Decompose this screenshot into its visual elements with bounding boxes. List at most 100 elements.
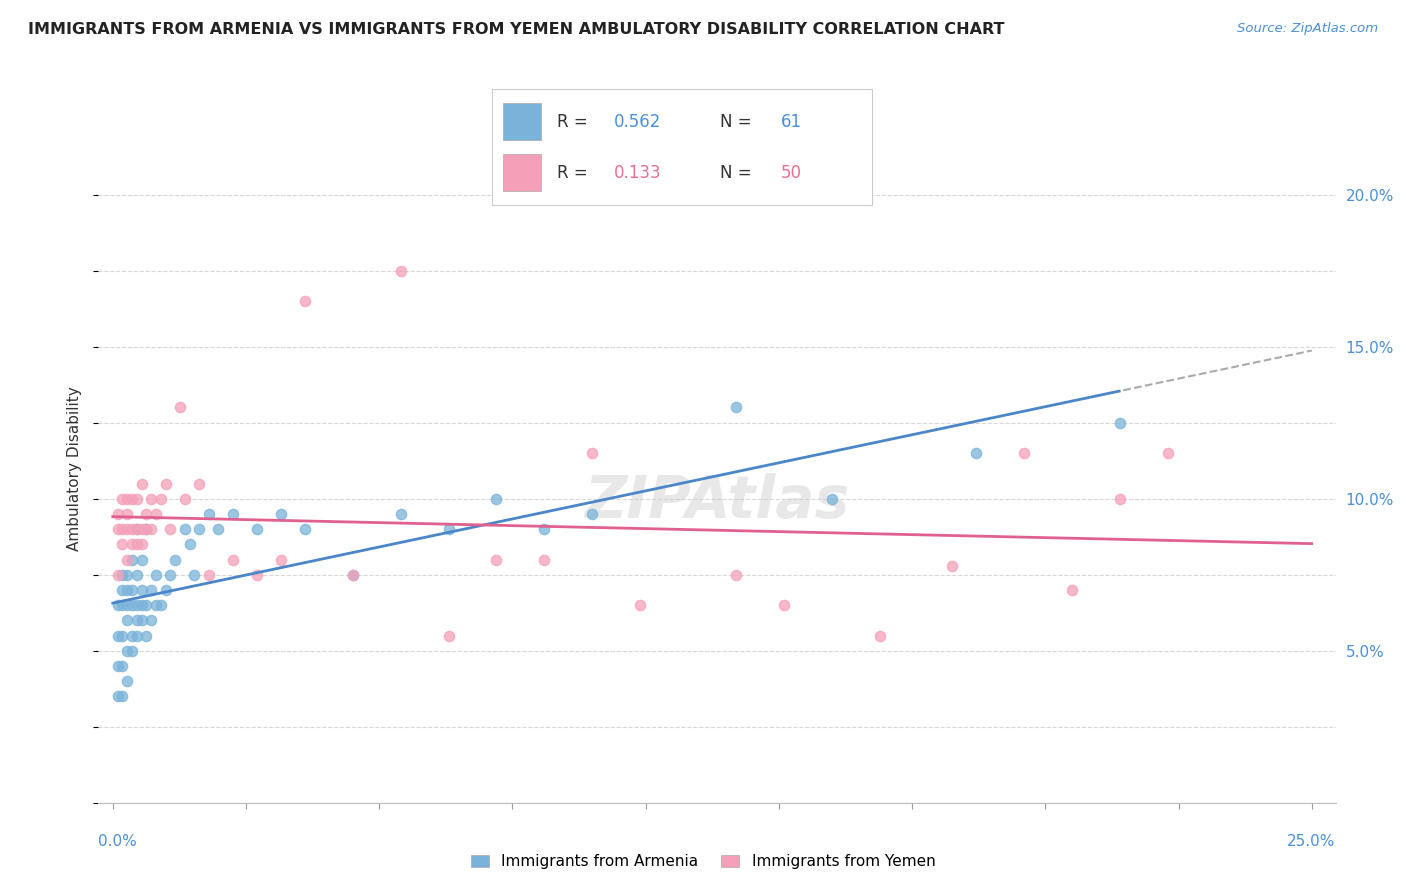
Point <box>115 491 138 506</box>
Point <box>115 582 138 597</box>
Text: Source: ZipAtlas.com: Source: ZipAtlas.com <box>1237 22 1378 36</box>
Point <box>141 491 163 506</box>
Point <box>342 567 364 582</box>
Point <box>1060 582 1083 597</box>
Point <box>437 628 460 642</box>
Point <box>107 567 129 582</box>
Point <box>125 628 148 642</box>
Point <box>222 507 245 521</box>
Point <box>107 522 129 536</box>
Point <box>111 491 134 506</box>
Point <box>125 598 148 612</box>
Point <box>135 522 157 536</box>
Point <box>941 558 963 573</box>
Point <box>155 476 177 491</box>
Point <box>107 659 129 673</box>
Point <box>121 628 143 642</box>
Point <box>270 552 292 566</box>
Point <box>111 537 134 551</box>
Point <box>197 567 219 582</box>
Text: 0.562: 0.562 <box>613 112 661 130</box>
Point <box>270 507 292 521</box>
Text: 50: 50 <box>780 164 801 182</box>
Point <box>125 522 148 536</box>
Point <box>131 613 153 627</box>
Point <box>125 613 148 627</box>
Point <box>115 552 138 566</box>
Point <box>121 491 143 506</box>
Point <box>145 507 167 521</box>
Point <box>869 628 891 642</box>
Point <box>581 446 603 460</box>
Point <box>115 567 138 582</box>
Point <box>141 613 163 627</box>
Point <box>107 628 129 642</box>
Point <box>135 507 157 521</box>
Point <box>173 522 195 536</box>
Point <box>131 537 153 551</box>
Point <box>342 567 364 582</box>
Point <box>725 401 748 415</box>
Point <box>197 507 219 521</box>
Point <box>179 537 201 551</box>
Text: 0.0%: 0.0% <box>98 834 138 849</box>
Point <box>1157 446 1180 460</box>
Point <box>149 491 172 506</box>
Point <box>125 491 148 506</box>
Point <box>115 507 138 521</box>
Point <box>149 598 172 612</box>
Point <box>246 522 269 536</box>
Point <box>111 522 134 536</box>
Point <box>125 537 148 551</box>
Point <box>533 522 555 536</box>
Point <box>115 598 138 612</box>
Point <box>111 567 134 582</box>
Point <box>965 446 987 460</box>
Point <box>141 582 163 597</box>
Point <box>773 598 796 612</box>
Text: IMMIGRANTS FROM ARMENIA VS IMMIGRANTS FROM YEMEN AMBULATORY DISABILITY CORRELATI: IMMIGRANTS FROM ARMENIA VS IMMIGRANTS FR… <box>28 22 1005 37</box>
Point <box>725 567 748 582</box>
Point <box>165 552 187 566</box>
Text: N =: N = <box>720 164 751 182</box>
Point <box>111 659 134 673</box>
Point <box>111 690 134 704</box>
Point <box>121 522 143 536</box>
Point <box>485 491 508 506</box>
Point <box>207 522 229 536</box>
Point <box>533 552 555 566</box>
Point <box>188 522 211 536</box>
Point <box>131 552 153 566</box>
Text: R =: R = <box>557 112 593 130</box>
Point <box>107 598 129 612</box>
Point <box>485 552 508 566</box>
Point <box>145 598 167 612</box>
Point <box>389 507 412 521</box>
Legend: Immigrants from Armenia, Immigrants from Yemen: Immigrants from Armenia, Immigrants from… <box>464 848 942 875</box>
FancyBboxPatch shape <box>503 103 541 140</box>
Point <box>294 522 316 536</box>
Point <box>169 401 191 415</box>
Point <box>294 294 316 309</box>
Text: R =: R = <box>557 164 593 182</box>
Point <box>107 690 129 704</box>
Point <box>121 644 143 658</box>
Point <box>107 507 129 521</box>
Y-axis label: Ambulatory Disability: Ambulatory Disability <box>67 386 83 550</box>
FancyBboxPatch shape <box>503 154 541 191</box>
Point <box>115 644 138 658</box>
Point <box>111 598 134 612</box>
Point <box>131 598 153 612</box>
Point <box>121 537 143 551</box>
Point <box>145 567 167 582</box>
Text: 0.133: 0.133 <box>613 164 661 182</box>
Point <box>188 476 211 491</box>
Point <box>581 507 603 521</box>
Point <box>135 598 157 612</box>
Point <box>125 567 148 582</box>
Point <box>173 491 195 506</box>
Point <box>389 263 412 277</box>
Point <box>183 567 205 582</box>
Point <box>821 491 844 506</box>
Point <box>115 674 138 689</box>
